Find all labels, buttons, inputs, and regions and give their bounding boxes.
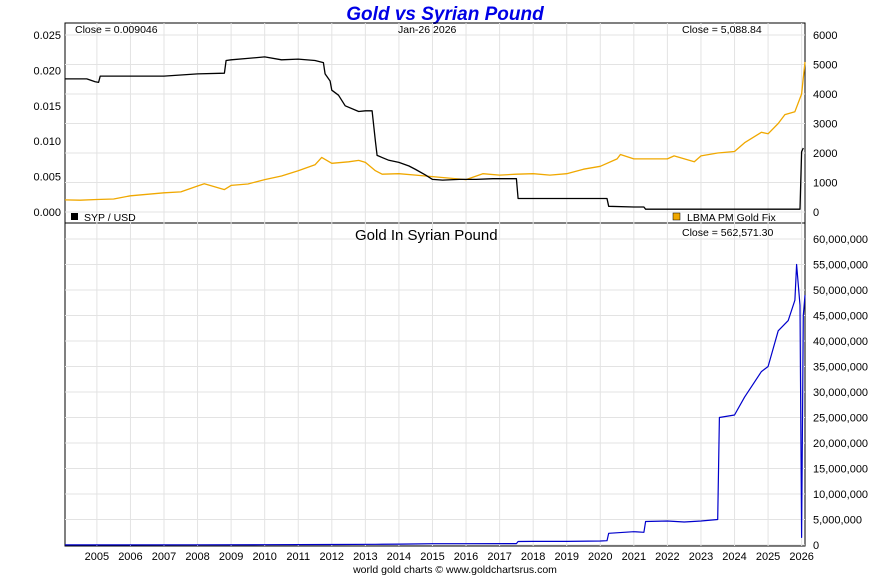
x-tick-label: 2026 (789, 551, 813, 563)
y-bottom-tick-label: 0 (813, 540, 819, 552)
x-tick-label: 2022 (655, 551, 679, 563)
y-bottom-tick-label: 20,000,000 (813, 438, 868, 450)
close-syp-gold-label: Close = 562,571.30 (682, 227, 774, 239)
x-tick-label: 2013 (353, 551, 377, 563)
x-tick-label: 2021 (622, 551, 646, 563)
y-left-tick-label: 0.015 (33, 101, 61, 113)
y-right-tick-label: 1000 (813, 178, 837, 190)
x-tick-label: 2016 (454, 551, 478, 563)
legend-syp-label: SYP / USD (84, 212, 136, 224)
y-bottom-tick-label: 45,000,000 (813, 311, 868, 323)
x-tick-label: 2014 (387, 551, 411, 563)
y-right-tick-label: 4000 (813, 89, 837, 101)
y-bottom-tick-label: 5,000,000 (813, 515, 862, 527)
x-tick-label: 2009 (219, 551, 243, 563)
series-line-gold (64, 61, 806, 201)
legend-gold-label: LBMA PM Gold Fix (687, 212, 776, 224)
legend-gold-swatch (672, 212, 681, 221)
bottom-panel-grid (65, 223, 805, 546)
y-bottom-tick-label: 40,000,000 (813, 336, 868, 348)
chart-title: Gold vs Syrian Pound (346, 4, 544, 25)
x-tick-label: 2024 (722, 551, 746, 563)
x-tick-label: 2015 (420, 551, 444, 563)
y-bottom-tick-label: 60,000,000 (813, 234, 868, 246)
y-right-tick-label: 6000 (813, 30, 837, 42)
bottom-panel-title: Gold In Syrian Pound (355, 227, 498, 244)
bottom-panel-frame (64, 222, 806, 547)
series-line-syp-usd (65, 56, 804, 210)
y-left-tick-label: 0.000 (33, 207, 61, 219)
bottom-right-axis-ticks: 60,000,000 55,000,000 50,000,000 45,000,000… (813, 234, 868, 552)
y-bottom-tick-label: 35,000,000 (813, 362, 868, 374)
x-tick-label: 2008 (185, 551, 209, 563)
x-tick-label: 2019 (554, 551, 578, 563)
y-bottom-tick-label: 55,000,000 (813, 260, 868, 272)
x-axis-ticks: 2005 2006 2007 2008 2009 2010 2011 2012 2013 2014… (85, 551, 814, 563)
x-tick-label: 2025 (756, 551, 780, 563)
y-left-tick-label: 0.020 (33, 65, 61, 77)
x-tick-label: 2012 (320, 551, 344, 563)
x-tick-label: 2011 (286, 551, 310, 563)
x-tick-label: 2020 (588, 551, 612, 563)
x-tick-label: 2018 (521, 551, 545, 563)
x-tick-label: 2006 (118, 551, 142, 563)
top-panel-grid (65, 23, 805, 223)
y-left-tick-label: 0.010 (33, 136, 61, 148)
x-tick-label: 2017 (487, 551, 511, 563)
series-lines (64, 56, 806, 546)
left-axis-ticks: 0.025 0.020 0.015 0.010 0.005 0.000 (33, 30, 61, 219)
close-gold-label: Close = 5,088.84 (682, 24, 762, 36)
y-bottom-tick-label: 10,000,000 (813, 489, 868, 501)
y-right-tick-label: 2000 (813, 148, 837, 160)
right-axis-ticks: 6000 5000 4000 3000 2000 1000 0 (813, 30, 837, 219)
series-line-gold-in-syp (64, 263, 806, 546)
x-tick-label: 2007 (152, 551, 176, 563)
y-bottom-tick-label: 50,000,000 (813, 285, 868, 297)
x-tick-label: 2023 (689, 551, 713, 563)
date-label: Jan-26 2026 (398, 24, 457, 36)
y-bottom-tick-label: 30,000,000 (813, 387, 868, 399)
x-tick-label: 2010 (252, 551, 276, 563)
y-left-tick-label: 0.005 (33, 172, 61, 184)
legend-syp-swatch (71, 213, 78, 220)
x-tick-label: 2005 (85, 551, 109, 563)
y-bottom-tick-label: 15,000,000 (813, 464, 868, 476)
footer-credit: world gold charts © www.goldchartsrus.co… (352, 564, 557, 575)
y-right-tick-label: 5000 (813, 60, 837, 72)
y-right-tick-label: 0 (813, 207, 819, 219)
y-bottom-tick-label: 25,000,000 (813, 413, 868, 425)
close-syp-label: Close = 0.009046 (75, 24, 158, 36)
y-left-tick-label: 0.025 (33, 30, 61, 42)
y-right-tick-label: 3000 (813, 119, 837, 131)
